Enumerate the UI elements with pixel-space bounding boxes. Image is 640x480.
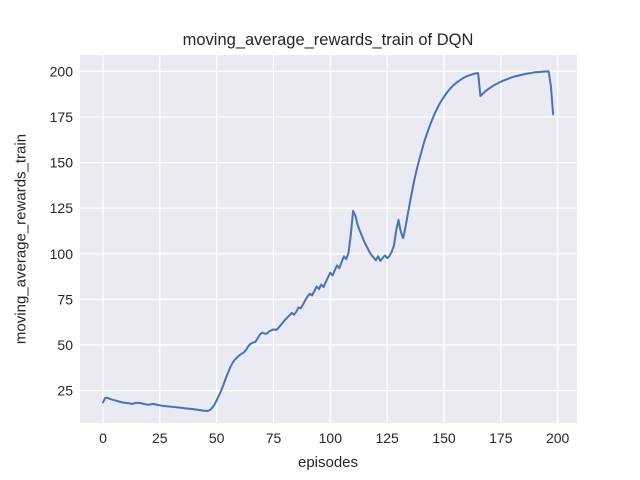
y-tick-label: 100 xyxy=(50,246,74,262)
plot-background xyxy=(80,55,577,423)
y-tick-label: 150 xyxy=(50,155,74,171)
x-tick-label: 75 xyxy=(266,430,282,446)
y-tick-label: 175 xyxy=(50,109,74,125)
x-tick-label: 125 xyxy=(375,430,399,446)
x-axis-label: episodes xyxy=(297,454,359,471)
x-tick-label: 0 xyxy=(99,430,107,446)
chart-title: moving_average_rewards_train of DQN xyxy=(182,31,474,49)
x-tick-label: 150 xyxy=(432,430,456,446)
y-axis-label: moving_average_rewards_train xyxy=(12,133,30,345)
x-tick-label: 100 xyxy=(319,430,343,446)
y-tick-label: 25 xyxy=(57,383,73,399)
x-tick-label: 25 xyxy=(152,430,168,446)
x-tick-label: 200 xyxy=(546,430,570,446)
y-tick-label: 50 xyxy=(57,337,73,353)
x-tick-label: 175 xyxy=(489,430,513,446)
y-tick-label: 125 xyxy=(50,200,74,216)
x-tick-label: 50 xyxy=(209,430,225,446)
y-tick-label: 200 xyxy=(50,63,74,79)
y-tick-label: 75 xyxy=(57,291,73,307)
data-line xyxy=(102,70,555,412)
